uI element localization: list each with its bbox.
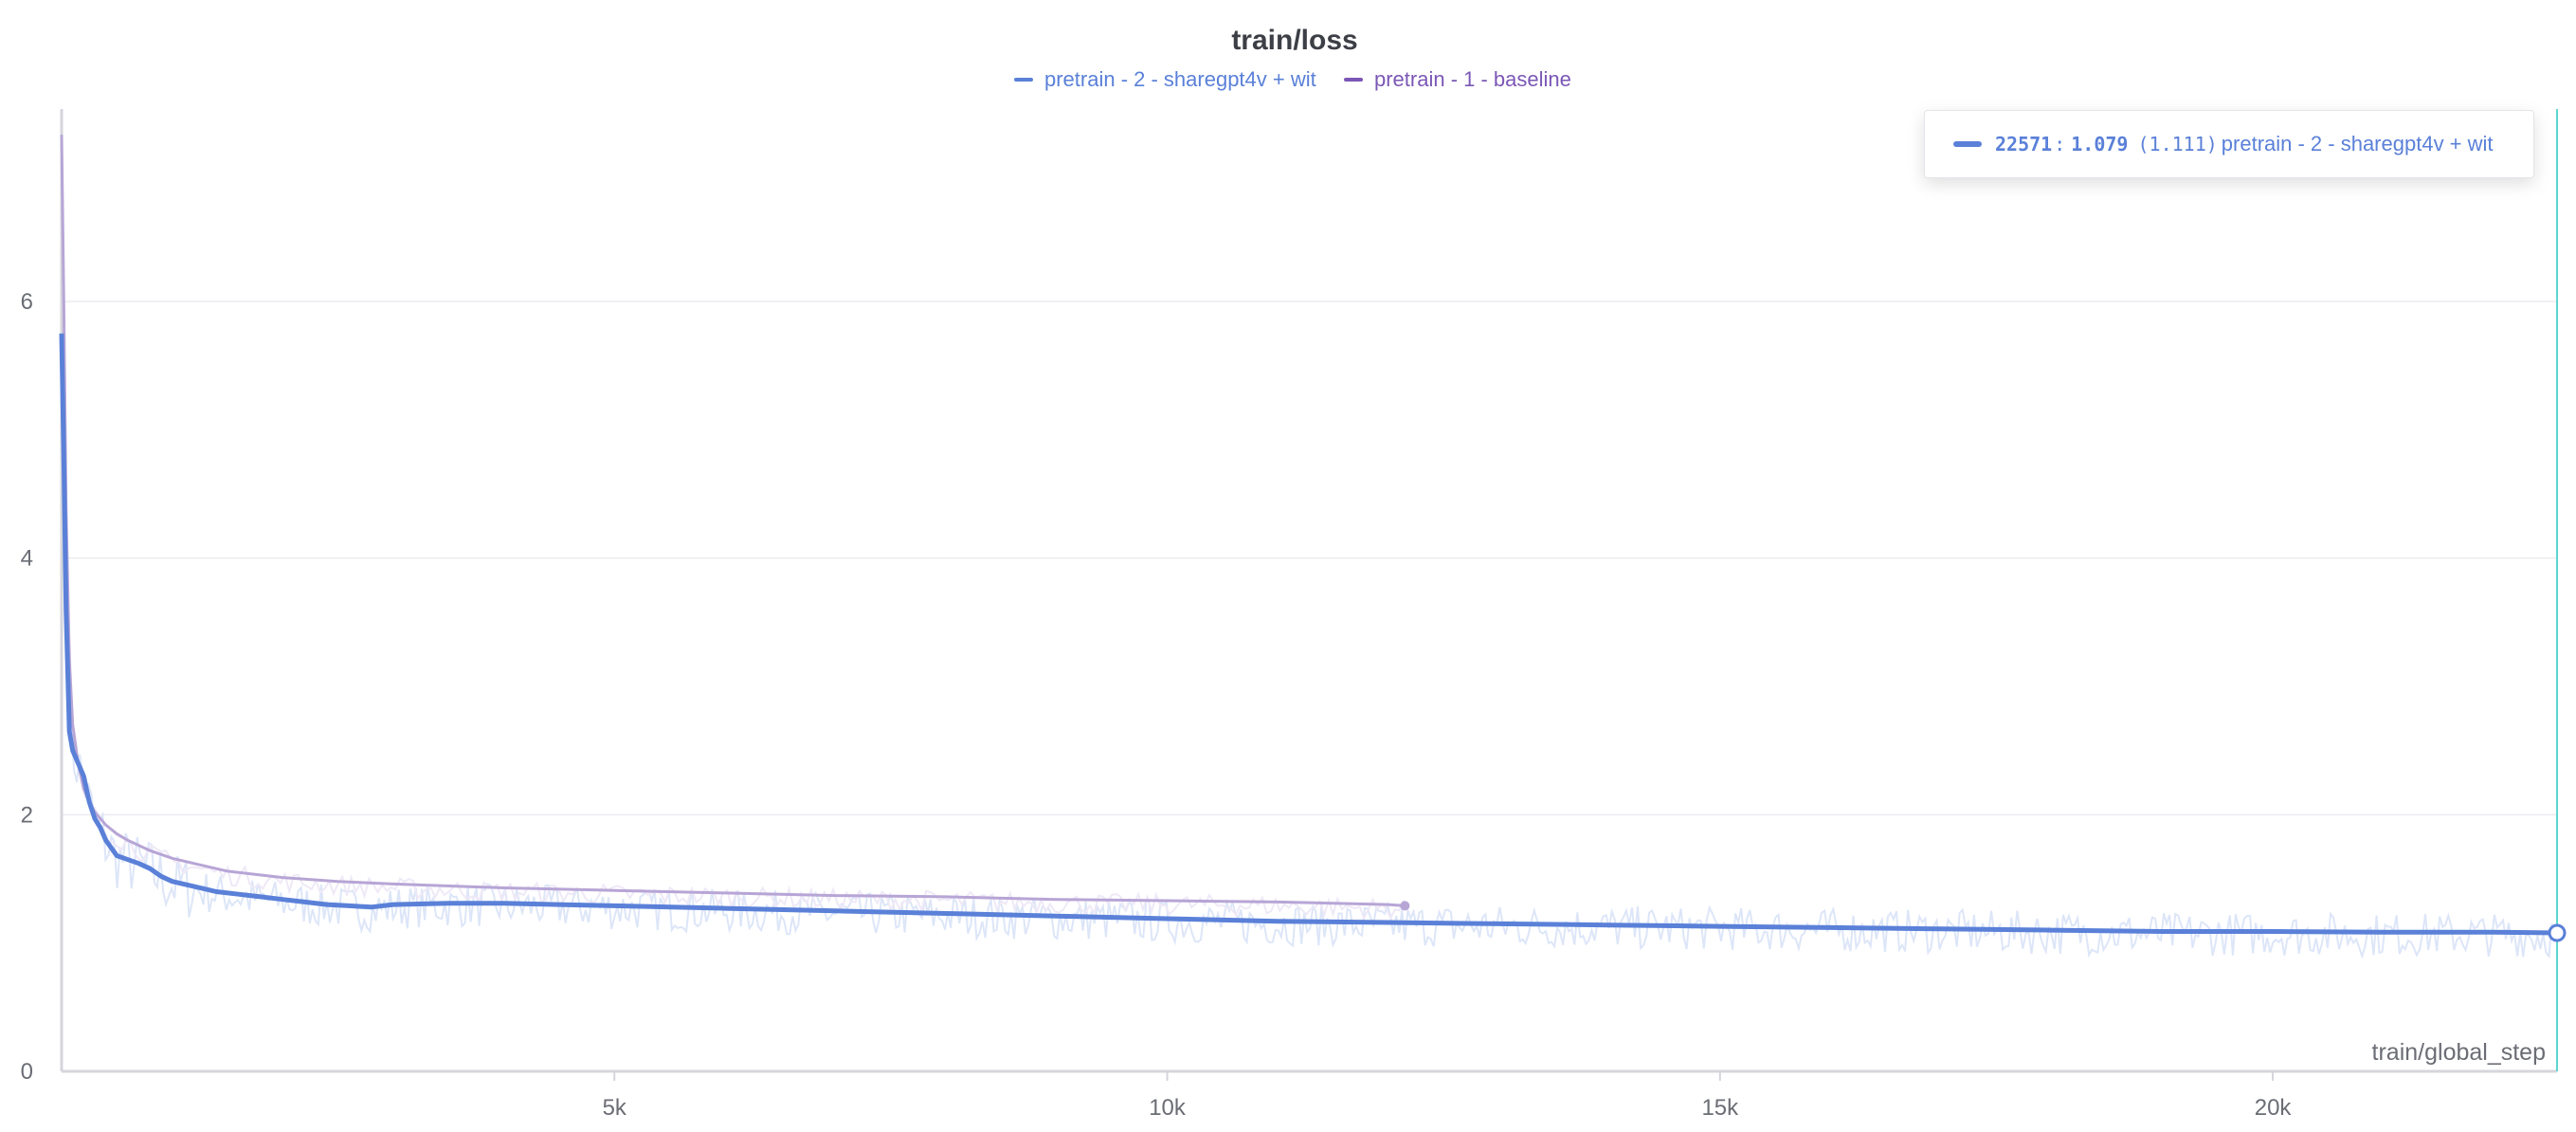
x-tick-label-0: 5k	[603, 1095, 627, 1121]
legend-swatch-series-2	[1344, 78, 1363, 82]
hover-point-marker	[2548, 923, 2567, 942]
legend-label-series-2[interactable]: pretrain - 1 - baseline	[1374, 67, 1571, 91]
grid-lines	[62, 301, 2557, 816]
y-tick-label-0: 0	[21, 1059, 33, 1085]
chart-title: train/loss	[1231, 25, 1357, 56]
series-lines[interactable]	[59, 135, 2558, 936]
tooltip-smoothed-value: (1.111)	[2137, 133, 2218, 155]
x-axis-title: train/global_step	[2372, 1039, 2546, 1066]
tooltip-swatch	[1953, 141, 1982, 147]
legend-swatch-series-1	[1014, 78, 1033, 82]
x-tick-label-3: 20k	[2255, 1095, 2293, 1121]
tooltip-series-name: pretrain - 2 - sharegpt4v + wit	[2221, 132, 2494, 155]
hover-cursor	[2548, 109, 2567, 1071]
tooltip-step: 22571	[1995, 133, 2053, 155]
x-tick-label-2: 15k	[1701, 1095, 1739, 1121]
legend-label-series-1[interactable]: pretrain - 2 - sharegpt4v + wit	[1044, 67, 1316, 91]
x-tick-label-1: 10k	[1149, 1095, 1187, 1121]
series-end-point-baseline	[1400, 901, 1410, 911]
tooltip-value: 1.079	[2071, 133, 2129, 155]
axes	[60, 109, 2557, 1081]
series-line-baseline	[60, 135, 1406, 907]
y-tick-label-3: 6	[21, 289, 33, 315]
series-line-sharegpt4v-wit	[59, 333, 2558, 936]
tooltip-separator: :	[2054, 133, 2066, 155]
legend[interactable]: pretrain - 2 - sharegpt4v + wit pretrain…	[1014, 67, 1571, 91]
raw-series-line-2	[67, 607, 1406, 921]
y-tick-label-1: 2	[21, 802, 33, 828]
hover-tooltip: 22571 : 1.079 (1.111) pretrain - 2 - sha…	[1924, 110, 2534, 178]
tick-labels: 0 2 4 6 5k 10k 15k 20k	[21, 289, 2293, 1121]
y-tick-label-2: 4	[21, 546, 33, 572]
